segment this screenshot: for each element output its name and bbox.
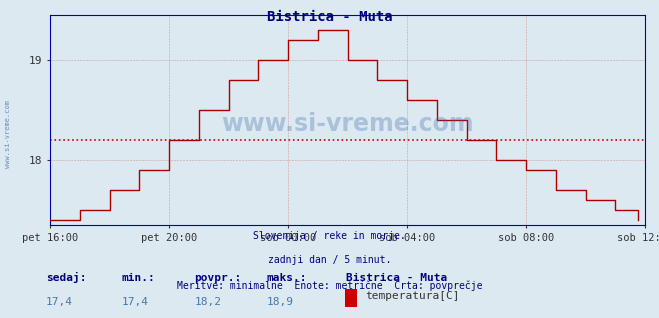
Text: Bistrica - Muta: Bistrica - Muta: [346, 273, 447, 283]
Text: Slovenija / reke in morje.: Slovenija / reke in morje.: [253, 232, 406, 241]
Text: temperatura[C]: temperatura[C]: [366, 291, 460, 301]
Text: 18,9: 18,9: [267, 297, 294, 307]
Text: povpr.:: povpr.:: [194, 273, 242, 283]
Text: www.si-vreme.com: www.si-vreme.com: [221, 112, 474, 136]
Text: Meritve: minimalne  Enote: metrične  Črta: povprečje: Meritve: minimalne Enote: metrične Črta:…: [177, 279, 482, 291]
Text: zadnji dan / 5 minut.: zadnji dan / 5 minut.: [268, 255, 391, 265]
Text: Bistrica - Muta: Bistrica - Muta: [267, 10, 392, 24]
Text: www.si-vreme.com: www.si-vreme.com: [5, 100, 11, 168]
Text: sedaj:: sedaj:: [46, 273, 86, 283]
Text: 17,4: 17,4: [122, 297, 149, 307]
Text: maks.:: maks.:: [267, 273, 307, 283]
Text: min.:: min.:: [122, 273, 156, 283]
Text: 18,2: 18,2: [194, 297, 221, 307]
Text: 17,4: 17,4: [46, 297, 73, 307]
